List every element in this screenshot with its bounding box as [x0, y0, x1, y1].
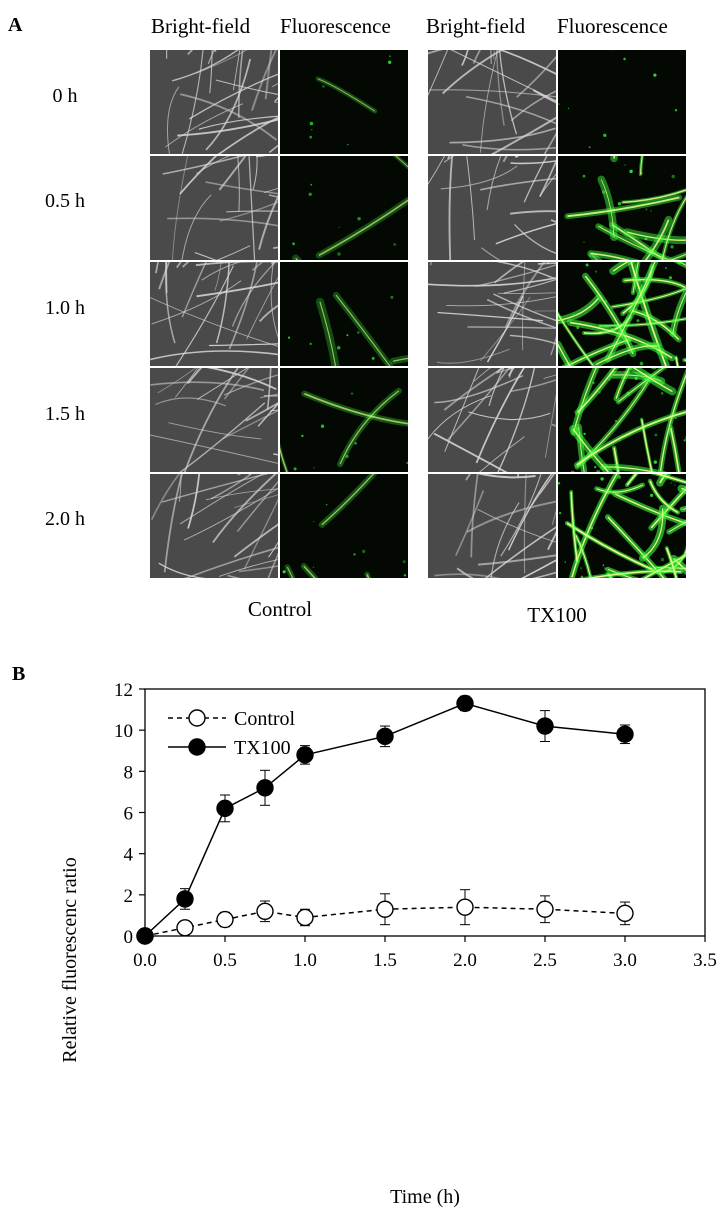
y-tick-label: 0 — [124, 927, 134, 948]
micrograph-tx100-brightfield-1-5-h — [428, 368, 556, 472]
chart-legend: Control TX100 — [168, 708, 296, 759]
legend-entry-tx100: TX100 — [168, 737, 291, 759]
y-tick-label: 2 — [124, 886, 134, 907]
y-tick-label: 12 — [114, 680, 133, 701]
micrograph-control-fluorescence-0-5-h — [280, 156, 408, 260]
micrograph-tx100-fluorescence-0-5-h — [558, 156, 686, 260]
micrograph-control-brightfield-2-0-h — [150, 474, 278, 578]
x-tick-label: 2.5 — [533, 950, 557, 971]
data-point-tx100 — [536, 717, 554, 735]
micrograph-control-fluorescence-1-0-h — [280, 262, 408, 366]
panel-b-letter: B — [12, 663, 25, 685]
micrograph-tx100-brightfield-1-0-h — [428, 262, 556, 366]
chart-series — [136, 694, 634, 945]
micrograph-control-brightfield-1-0-h — [150, 262, 278, 366]
time-label-0-5h: 0.5 h — [45, 190, 85, 212]
data-point-tx100 — [136, 927, 154, 945]
micrograph-tx100-brightfield-2-0-h — [428, 474, 556, 578]
legend-label-tx100: TX100 — [234, 737, 291, 759]
y-tick-label: 8 — [124, 762, 134, 783]
y-tick-label: 6 — [124, 804, 134, 825]
data-point-control — [296, 908, 314, 927]
data-point-control — [616, 904, 634, 923]
column-header-control-fluorescence: Fluorescence — [280, 14, 391, 38]
panel-a-letter: A — [8, 14, 23, 36]
data-point-tx100 — [176, 890, 194, 908]
micrograph-tx100-fluorescence-0-h — [558, 50, 686, 154]
micrograph-control-fluorescence-0-h — [280, 50, 408, 154]
time-label-1-5h: 1.5 h — [45, 403, 85, 425]
micrograph-tx100-fluorescence-2-0-h — [558, 474, 686, 578]
data-point-control — [216, 910, 234, 929]
column-header-tx100-brightfield: Bright-field — [426, 14, 526, 38]
data-point-tx100 — [456, 694, 474, 713]
micrograph-control-brightfield-0-5-h — [150, 156, 278, 260]
legend-entry-control: Control — [168, 708, 296, 730]
y-tick-label: 10 — [114, 721, 133, 742]
column-header-control-brightfield: Bright-field — [151, 14, 251, 38]
micrograph-tx100-fluorescence-1-0-h — [558, 262, 686, 366]
data-point-control — [176, 919, 194, 937]
time-label-1-0h: 1.0 h — [45, 297, 85, 319]
x-axis-label: Time (h) — [390, 1186, 460, 1208]
group-label-tx100: TX100 — [527, 603, 587, 627]
series-control — [136, 889, 634, 945]
data-point-control — [256, 902, 274, 920]
micrograph-control-fluorescence-1-5-h — [280, 368, 408, 472]
legend-marker-tx100 — [188, 738, 206, 756]
micrograph-tx100-brightfield-0-5-h — [428, 156, 556, 260]
x-tick-label: 0.5 — [213, 950, 237, 971]
column-header-tx100-fluorescence: Fluorescence — [557, 14, 668, 38]
time-label-2-0h: 2.0 h — [45, 508, 85, 530]
micrograph-tx100-fluorescence-1-5-h — [558, 368, 686, 472]
legend-label-control: Control — [234, 708, 296, 730]
time-label-0h: 0 h — [52, 85, 78, 107]
chart-axes: 0.0 0.5 1.0 1.5 2.0 2.5 3.0 3.5 0 2 4 6 8 10 12 — [114, 680, 717, 971]
legend-marker-control — [188, 709, 206, 727]
x-tick-label: 2.0 — [453, 950, 477, 971]
data-point-control — [536, 900, 554, 918]
y-tick-label: 4 — [124, 845, 134, 866]
data-point-tx100 — [296, 746, 314, 764]
y-axis-label: Relative fluorescenc ratio — [59, 857, 81, 1062]
data-point-tx100 — [376, 727, 394, 746]
x-tick-label: 3.0 — [613, 950, 637, 971]
micrograph-tx100-brightfield-0-h — [428, 50, 556, 154]
x-tick-label: 1.0 — [293, 950, 317, 971]
data-point-tx100 — [216, 799, 234, 818]
x-tick-label: 0.0 — [133, 950, 157, 971]
data-point-control — [456, 898, 474, 916]
x-tick-label: 1.5 — [373, 950, 397, 971]
data-point-control — [376, 900, 394, 918]
micrograph-control-brightfield-1-5-h — [150, 368, 278, 472]
group-label-control: Control — [247, 597, 313, 621]
series-tx100 — [136, 694, 634, 945]
x-tick-label: 3.5 — [693, 950, 717, 971]
data-point-tx100 — [256, 779, 274, 797]
fluorescence-ratio-chart: B 0.0 0.5 1.0 1.5 2.0 2.5 3.0 3.5 0 2 4 6 8 10 12 Cont… — [12, 663, 717, 1208]
data-point-tx100 — [616, 725, 634, 743]
micrograph-control-fluorescence-2-0-h — [280, 474, 408, 578]
micrograph-control-brightfield-0-h — [150, 50, 278, 154]
